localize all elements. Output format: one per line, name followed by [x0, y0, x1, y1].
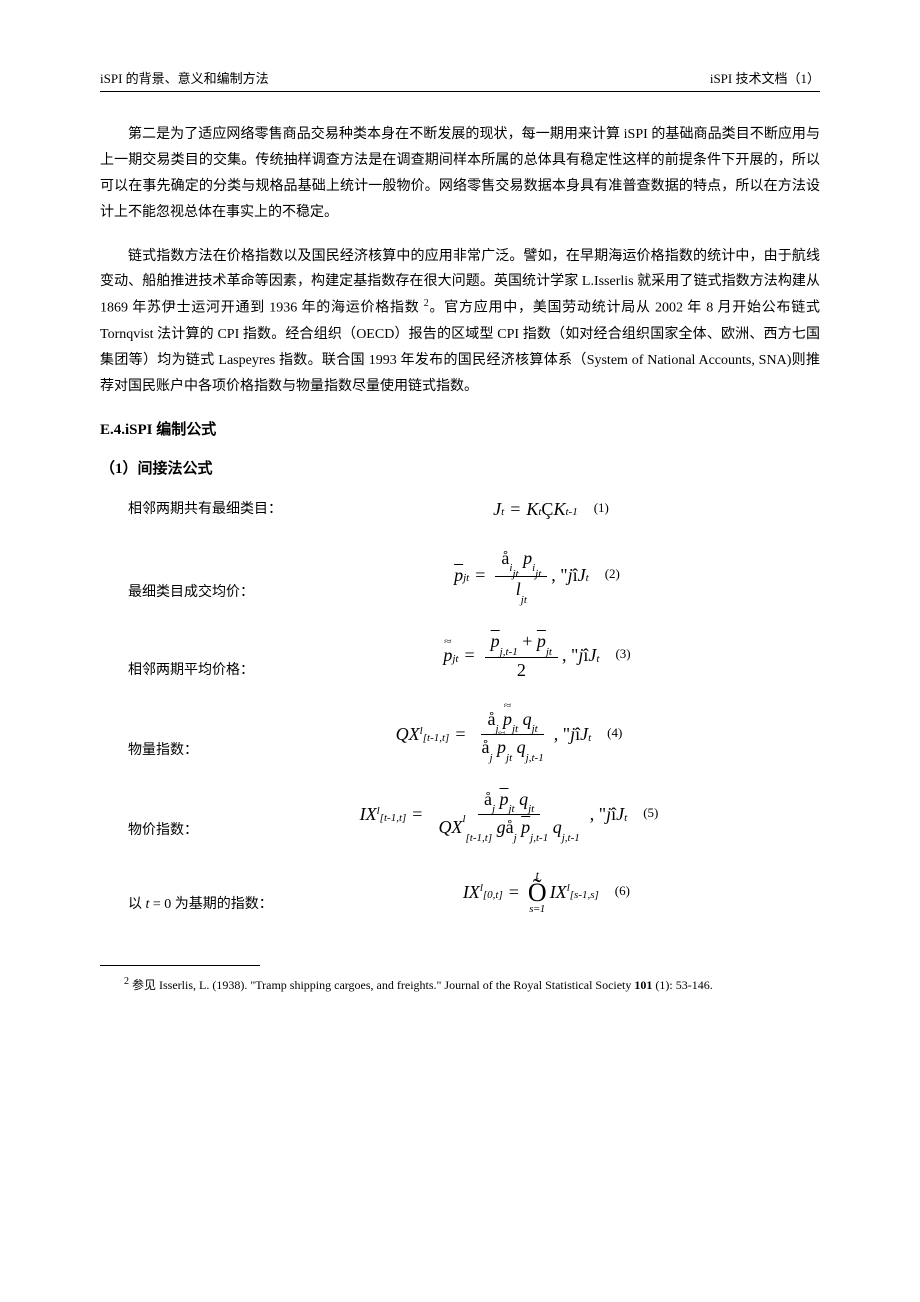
formula-5-num: (5): [627, 805, 658, 824]
formula-4-row: 物量指数： QXl[t-1,t] = åj pjt qjt åj pjt qj,…: [100, 709, 820, 761]
subheading-1: （1）间接法公式: [100, 457, 820, 478]
formula-1-row: 相邻两期共有最细类目： Jt = Kt Ç Kt-1 (1): [100, 498, 820, 520]
formula-2: pjt = åijt pijt ljt , "j î Jt (2): [254, 548, 820, 603]
footnote-bold: 101: [634, 978, 652, 992]
formula-4-label: 物量指数：: [100, 739, 198, 761]
formula-6-label: 以 t = 0 为基期的指数：: [100, 893, 273, 915]
formula-4-num: (4): [591, 725, 622, 744]
header-left: iSPI 的背景、意义和编制方法: [100, 68, 269, 87]
header-right: iSPI 技术文档（1）: [710, 68, 820, 87]
formula-1-label: 相邻两期共有最细类目：: [100, 498, 282, 520]
page-header: iSPI 的背景、意义和编制方法 iSPI 技术文档（1）: [100, 68, 820, 92]
footnote-text-a: 参见 Isserlis, L. (1938). "Tramp shipping …: [129, 978, 634, 992]
formula-1-num: (1): [578, 500, 609, 519]
formula-6-row: 以 t = 0 为基期的指数： IXl[0,t] = t Õ s=1 IXl[s…: [100, 869, 820, 915]
footnote-2: 2 参见 Isserlis, L. (1938). "Tramp shippin…: [100, 974, 820, 995]
paragraph-2: 链式指数方法在价格指数以及国民经济核算中的应用非常广泛。譬如，在早期海运价格指数…: [100, 244, 820, 400]
formula-5-label: 物价指数：: [100, 819, 198, 841]
formula-6: IXl[0,t] = t Õ s=1 IXl[s-1,s] (6): [273, 869, 820, 915]
formula-2-num: (2): [589, 566, 620, 585]
formula-2-row: 最细类目成交均价： pjt = åijt pijt ljt , "j î Jt …: [100, 548, 820, 603]
formula-2-label: 最细类目成交均价：: [100, 581, 254, 603]
footnote-separator: [100, 965, 260, 966]
formula-5: IXl[t-1,t] = åj pjt qjt QXl[t-1,t] gåj p…: [198, 789, 820, 841]
formula-6-num: (6): [599, 883, 630, 902]
formula-3-label: 相邻两期平均价格：: [100, 659, 254, 681]
footnote-text-b: (1): 53-146.: [652, 978, 712, 992]
formula-3-num: (3): [599, 646, 630, 665]
heading-e4: E.4.iSPI 编制公式: [100, 418, 820, 439]
formula-3-row: 相邻两期平均价格： pjt = pj,t-1 + pjt 2 , "j î Jt…: [100, 631, 820, 681]
formula-5-row: 物价指数： IXl[t-1,t] = åj pjt qjt QXl[t-1,t]…: [100, 789, 820, 841]
formula-4: QXl[t-1,t] = åj pjt qjt åj pjt qj,t-1 , …: [198, 709, 820, 761]
paragraph-1: 第二是为了适应网络零售商品交易种类本身在不断发展的现状，每一期用来计算 iSPI…: [100, 122, 820, 226]
formula-3: pjt = pj,t-1 + pjt 2 , "j î Jt (3): [254, 631, 820, 681]
formula-1: Jt = Kt Ç Kt-1 (1): [282, 499, 820, 520]
